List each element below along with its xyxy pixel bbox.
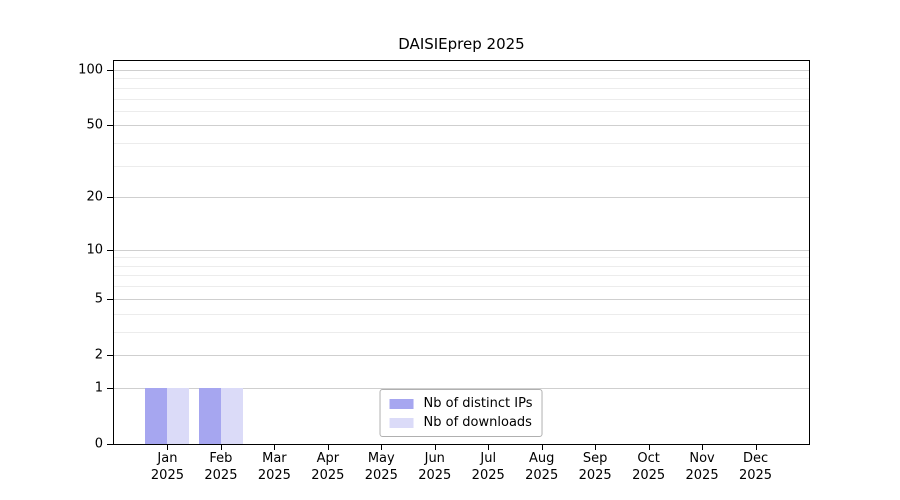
legend: Nb of distinct IPs Nb of downloads xyxy=(379,389,543,437)
x-axis-tick-label: Apr 2025 xyxy=(300,451,356,484)
gridline-minor xyxy=(114,110,809,112)
x-axis-tick-label: Oct 2025 xyxy=(621,451,677,484)
x-axis-tick-year: 2025 xyxy=(311,467,345,483)
bar-distinct-ips xyxy=(198,387,221,444)
y-axis-tick xyxy=(107,444,113,445)
x-axis-tick-label: Jan 2025 xyxy=(139,451,195,484)
legend-row: Nb of distinct IPs xyxy=(389,396,533,411)
gridline-major xyxy=(114,298,809,300)
x-axis-tick-month: Apr xyxy=(316,451,340,466)
x-axis-tick-month: Jun xyxy=(424,451,445,466)
x-axis-tick-year: 2025 xyxy=(204,467,238,483)
gridline-major xyxy=(114,125,809,127)
y-axis-tick xyxy=(107,125,113,127)
x-axis-tick xyxy=(755,445,757,450)
x-axis-tick-month: Oct xyxy=(637,451,660,466)
x-axis-tick xyxy=(595,445,597,450)
x-axis-tick-label: Dec 2025 xyxy=(728,451,784,484)
gridline-minor xyxy=(114,313,809,315)
gridline-major xyxy=(114,70,809,71)
x-axis-tick xyxy=(274,445,276,450)
x-axis-tick-label: Jul 2025 xyxy=(460,451,516,484)
y-axis-tick-label: 2 xyxy=(94,347,103,363)
gridline-major xyxy=(114,197,809,199)
x-axis-tick xyxy=(381,445,383,450)
x-axis-tick xyxy=(327,445,329,450)
legend-swatch-downloads xyxy=(389,417,414,428)
gridline-minor xyxy=(114,87,809,89)
x-axis-tick-year: 2025 xyxy=(738,467,773,483)
gridline-major xyxy=(114,249,809,251)
plot-area xyxy=(113,60,810,445)
legend-label: Nb of downloads xyxy=(423,415,532,430)
x-axis-tick xyxy=(220,445,222,450)
legend-label: Nb of distinct IPs xyxy=(423,396,533,411)
bar-downloads xyxy=(167,387,190,444)
gridline-minor xyxy=(114,98,809,100)
x-axis-tick-month: Jan xyxy=(157,451,178,466)
x-axis-tick-label: Jun 2025 xyxy=(407,451,463,484)
x-axis-tick xyxy=(702,445,704,450)
x-axis-tick-year: 2025 xyxy=(418,467,452,483)
y-axis-tick xyxy=(107,298,113,300)
y-axis-tick-label: 5 xyxy=(94,291,103,307)
x-axis-tick-year: 2025 xyxy=(150,467,184,483)
y-axis-tick xyxy=(107,354,113,356)
legend-swatch-distinct-ips xyxy=(389,398,414,409)
x-axis-tick-label: Feb 2025 xyxy=(193,451,249,484)
x-axis-tick-month: Nov xyxy=(689,451,715,466)
gridline-minor xyxy=(114,265,809,267)
x-axis-tick-year: 2025 xyxy=(685,467,719,483)
y-axis-tick xyxy=(107,387,113,389)
x-axis-tick-year: 2025 xyxy=(632,467,666,483)
gridline-minor xyxy=(114,143,809,145)
x-axis-tick-year: 2025 xyxy=(471,467,505,483)
x-axis-tick xyxy=(488,445,490,450)
y-axis-tick xyxy=(107,70,113,71)
x-axis-tick-label: Sep 2025 xyxy=(567,451,623,484)
bar-downloads xyxy=(220,387,243,444)
x-axis-tick-label: Aug 2025 xyxy=(514,451,570,484)
legend-row: Nb of downloads xyxy=(389,415,533,430)
gridline-major xyxy=(114,354,809,356)
x-axis-tick xyxy=(434,445,436,450)
x-axis-tick-year: 2025 xyxy=(364,467,398,483)
x-axis-tick-label: May 2025 xyxy=(353,451,409,484)
bar-distinct-ips xyxy=(145,387,168,444)
y-axis-tick-label: 20 xyxy=(86,189,103,205)
x-axis-tick-month: Feb xyxy=(209,451,233,466)
x-axis-tick-month: Mar xyxy=(262,451,287,466)
y-axis-tick xyxy=(107,249,113,251)
y-axis-tick-label: 0 xyxy=(94,436,103,452)
x-axis-tick-label: Mar 2025 xyxy=(246,451,302,484)
y-axis-tick-label: 50 xyxy=(86,117,103,133)
x-axis-tick-month: May xyxy=(367,451,395,466)
gridline-minor xyxy=(114,331,809,333)
x-axis-tick-month: Dec xyxy=(742,451,769,466)
x-axis-tick xyxy=(648,445,650,450)
chart-title: DAISIEprep 2025 xyxy=(398,35,525,53)
x-axis-tick-year: 2025 xyxy=(578,467,612,483)
x-axis-tick-month: Jul xyxy=(480,451,497,466)
gridline-minor xyxy=(114,286,809,288)
x-axis-tick xyxy=(167,445,169,450)
gridline-minor xyxy=(114,257,809,259)
y-axis-tick-label: 100 xyxy=(78,62,103,78)
gridline-minor xyxy=(114,165,809,167)
x-axis-tick-year: 2025 xyxy=(257,467,291,483)
x-axis-tick-year: 2025 xyxy=(525,467,559,483)
x-axis-tick xyxy=(541,445,543,450)
x-axis-tick-month: Sep xyxy=(582,451,608,466)
y-axis-tick xyxy=(107,197,113,199)
gridline-major xyxy=(114,387,809,389)
gridline-minor xyxy=(114,275,809,277)
x-axis-tick-label: Nov 2025 xyxy=(674,451,730,484)
y-axis-tick-label: 10 xyxy=(86,242,103,258)
y-axis-tick-label: 1 xyxy=(94,380,103,396)
x-axis-tick-month: Aug xyxy=(528,451,555,466)
gridline-minor xyxy=(114,78,809,80)
